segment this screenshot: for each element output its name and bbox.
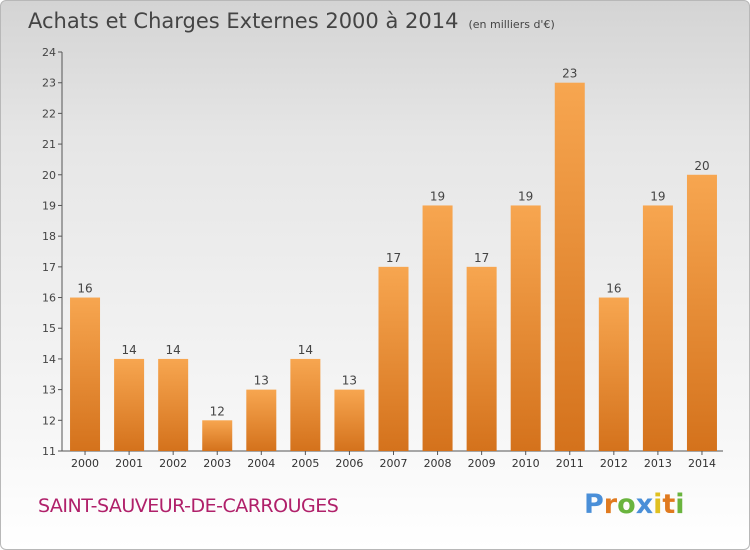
- bar: [466, 266, 497, 451]
- x-tick-label: 2006: [335, 457, 363, 470]
- y-tick-label: 24: [42, 46, 56, 59]
- bar-value-label: 14: [121, 343, 136, 357]
- x-tick-label: 2000: [71, 457, 99, 470]
- bar-value-label: 14: [298, 343, 313, 357]
- bar-value-label: 19: [430, 189, 445, 203]
- y-tick-label: 12: [42, 414, 56, 427]
- chart-title-text: Achats et Charges Externes 2000 à 2014: [28, 9, 459, 33]
- y-tick-label: 21: [42, 138, 56, 151]
- y-tick-label: 11: [42, 445, 56, 458]
- proxiti-logo[interactable]: Proxiti: [584, 489, 685, 520]
- x-tick-label: 2014: [688, 457, 716, 470]
- y-tick-label: 20: [42, 169, 56, 182]
- x-tick-label: 2003: [203, 457, 231, 470]
- x-tick-label: 2009: [468, 457, 496, 470]
- y-tick-label: 18: [42, 230, 56, 243]
- bar-value-label: 12: [210, 404, 225, 418]
- bar-value-label: 17: [474, 251, 489, 265]
- bar-value-label: 20: [694, 159, 709, 173]
- bar-value-label: 23: [562, 67, 577, 81]
- bar: [70, 297, 101, 451]
- bar: [510, 205, 541, 451]
- x-tick-label: 2013: [644, 457, 672, 470]
- bar: [202, 420, 233, 451]
- commune-name: SAINT-SAUVEUR-DE-CARROUGES: [38, 495, 339, 517]
- y-tick-label: 23: [42, 77, 56, 90]
- y-tick-label: 15: [42, 322, 56, 335]
- chart-subtitle: (en milliers d'€): [468, 18, 555, 31]
- y-tick-label: 14: [42, 353, 56, 366]
- x-tick-label: 2002: [159, 457, 187, 470]
- bar: [114, 358, 145, 451]
- bar-value-label: 17: [386, 251, 401, 265]
- bar: [642, 205, 673, 451]
- bar: [334, 389, 365, 451]
- bar-value-label: 13: [342, 374, 357, 388]
- bar-value-label: 19: [650, 189, 665, 203]
- bar-chart: 11 12 13 14 15 16 17 18 19 20 21 22 23 24 16 2000 14 2001…: [42, 46, 723, 470]
- bar-value-label: 16: [77, 282, 92, 296]
- x-tick-label: 2007: [380, 457, 408, 470]
- x-tick-label: 2004: [247, 457, 275, 470]
- x-tick-label: 2012: [600, 457, 628, 470]
- x-tick-label: 2008: [424, 457, 452, 470]
- bar-value-label: 19: [518, 189, 533, 203]
- y-tick-label: 19: [42, 199, 56, 212]
- x-tick-label: 2011: [556, 457, 584, 470]
- bar-value-label: 13: [254, 374, 269, 388]
- y-tick-label: 22: [42, 107, 56, 120]
- bar: [246, 389, 277, 451]
- y-tick-label: 17: [42, 261, 56, 274]
- x-tick-label: 2001: [115, 457, 143, 470]
- bar-value-label: 14: [166, 343, 181, 357]
- x-tick-label: 2005: [291, 457, 319, 470]
- chart-title: Achats et Charges Externes 2000 à 2014 (e…: [28, 9, 555, 33]
- y-tick-label: 16: [42, 292, 56, 305]
- bar: [554, 82, 585, 451]
- bar: [378, 266, 409, 451]
- x-tick-label: 2010: [512, 457, 540, 470]
- y-tick-label: 13: [42, 384, 56, 397]
- bar: [686, 174, 717, 451]
- bar: [158, 358, 189, 451]
- bar-value-label: 16: [606, 282, 621, 296]
- bar: [422, 205, 453, 451]
- bar: [290, 358, 321, 451]
- bar: [598, 297, 629, 451]
